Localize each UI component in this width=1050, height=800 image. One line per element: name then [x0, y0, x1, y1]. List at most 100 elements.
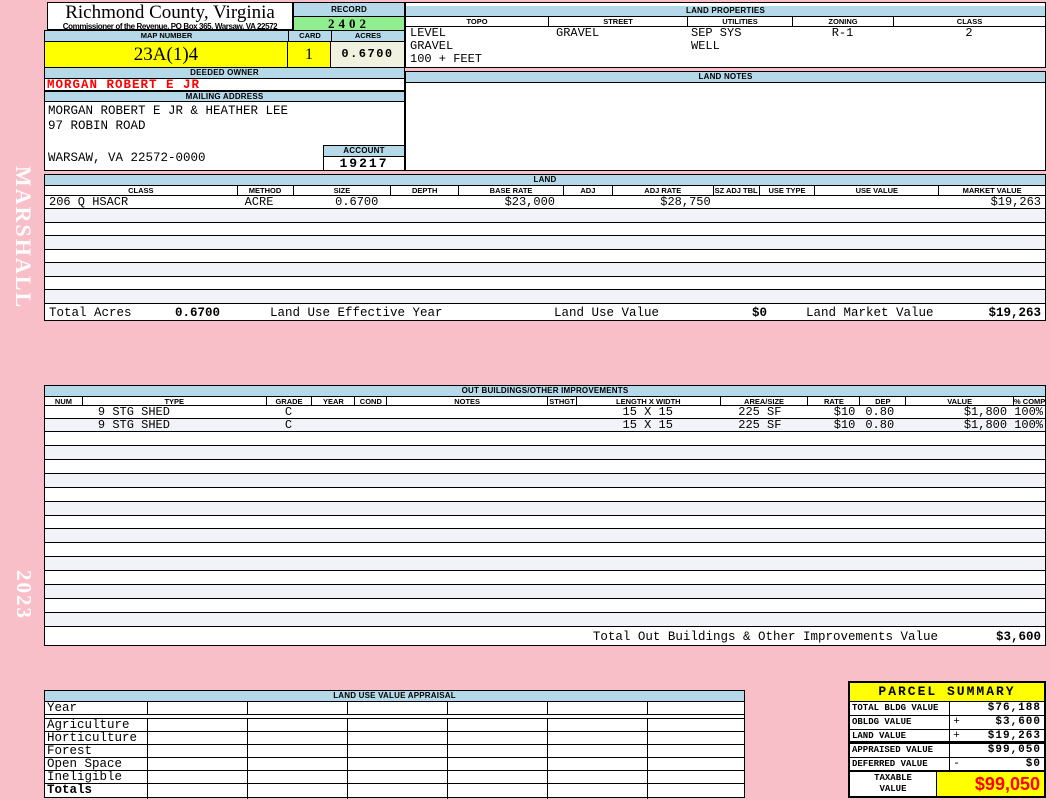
table-row: Horticulture [45, 732, 744, 745]
summary-operator: + [953, 716, 960, 728]
column-header: % COMP [1013, 397, 1045, 405]
column-header: LENGTH X WIDTH [575, 397, 720, 405]
out-buildings-headers: NUM TYPE GRADE YEAR COND NOTES STHGT LEN… [45, 397, 1045, 406]
record-label: RECORD [294, 3, 404, 17]
land-properties-values: LEVEL GRAVEL SEP SYS R-1 2 GRAVEL WELL 1… [406, 27, 1045, 66]
record-box: RECORD 2402 [293, 2, 405, 30]
table-row: Totals [45, 784, 744, 799]
out-buildings-total-label: Total Out Buildings & Other Improvements… [592, 630, 938, 644]
land-use-appraisal-table: LAND USE VALUE APPRAISAL Year Agricultur… [44, 690, 745, 799]
taxable-value-label: TAXABLE VALUE [850, 772, 937, 796]
summary-label: LAND VALUE [850, 730, 950, 741]
table-row [45, 473, 1045, 488]
land-table-headers: CLASS METHOD SIZE DEPTH BASE RATE ADJ AD… [45, 186, 1045, 196]
county-subtitle: Commissioner of the Revenue, PO Box 365,… [62, 22, 278, 31]
land-use-value: $0 [751, 306, 767, 320]
summary-operator: - [953, 758, 960, 770]
address-line: WARSAW, VA 22572-0000 [48, 151, 206, 165]
spacer-row [45, 715, 744, 719]
column-header: USE VALUE [814, 186, 938, 195]
land-notes-section: LAND NOTES [405, 71, 1046, 171]
summary-value: $0 [1025, 758, 1041, 770]
summary-value: $3,600 [995, 716, 1041, 728]
address-line: MORGAN ROBERT E JR & HEATHER LEE [48, 104, 289, 118]
table-row [45, 571, 1045, 586]
summary-label: OBLDG VALUE [850, 716, 950, 729]
vendor-watermark: MARSHALL [11, 166, 36, 310]
land-table-rows: 206 Q HSACR ACRE 0.6700 $23,000 $28,750 … [45, 196, 1045, 305]
column-header: SIZE [292, 186, 391, 195]
table-row [45, 599, 1045, 613]
column-header: YEAR [311, 397, 354, 405]
summary-label: DEFERRED VALUE [850, 758, 950, 770]
summary-operator [950, 702, 963, 715]
land-notes-title: LAND NOTES [406, 72, 1045, 83]
parcel-summary: PARCEL SUMMARY TOTAL BLDG VALUE $76,188 … [848, 681, 1046, 798]
column-header: NUM [54, 397, 72, 405]
table-row: LEVEL GRAVEL SEP SYS R-1 2 [410, 27, 973, 40]
table-row [45, 236, 1045, 250]
out-buildings-title: OUT BUILDINGS/OTHER IMPROVEMENTS [45, 386, 1045, 397]
row-label: Ineligible [47, 770, 123, 784]
row-label: Year [47, 701, 78, 715]
out-buildings-total-value: $3,600 [995, 630, 1041, 644]
table-row: 206 Q HSACR ACRE 0.6700 $23,000 $28,750 … [45, 196, 1045, 209]
column-header: ADJ [562, 186, 612, 195]
column-header: DEP [859, 397, 905, 405]
land-totals-row: Total Acres 0.6700 Land Use Effective Ye… [45, 304, 1045, 322]
summary-value: $19,263 [987, 730, 1041, 742]
out-buildings-table: OUT BUILDINGS/OTHER IMPROVEMENTS NUM TYP… [44, 385, 1046, 646]
table-row [45, 488, 1045, 502]
table-row [45, 277, 1045, 291]
column-header: STHGT [546, 397, 576, 405]
column-header: ADJ RATE [611, 186, 713, 195]
column-header: AREA/SIZE [719, 397, 808, 405]
out-buildings-totals-row: Total Out Buildings & Other Improvements… [45, 627, 1045, 647]
column-header: SZ ADJ TBL [712, 186, 758, 195]
year-watermark: 2023 [12, 570, 36, 620]
taxable-value: $99,050 [974, 774, 1040, 794]
table-row [45, 250, 1045, 264]
land-properties-title: LAND PROPERTIES [406, 6, 1045, 17]
land-properties-section: LAND PROPERTIES TOPO STREET UTILITIES ZO… [405, 2, 1046, 68]
summary-row: DEFERRED VALUE - $0 [850, 758, 1044, 772]
land-table-title: LAND [45, 175, 1045, 186]
table-row [45, 263, 1045, 277]
column-header: UTILITIES [687, 17, 792, 26]
summary-value: $99,050 [987, 744, 1041, 756]
acres-value: 0.6700 [331, 42, 404, 67]
effective-year-label: Land Use Effective Year [270, 306, 443, 320]
mailing-address-section: MAILING ADDRESS MORGAN ROBERT E JR & HEA… [44, 91, 405, 171]
column-header: RATE [807, 397, 859, 405]
land-use-value-label: Land Use Value [554, 306, 660, 320]
map-number-section: MAP NUMBER CARD ACRES 23A(1)4 1 0.6700 [44, 30, 405, 67]
row-label: Forest [47, 744, 93, 758]
mailing-address-body: MORGAN ROBERT E JR & HEATHER LEE 97 ROBI… [45, 102, 404, 171]
table-row: Year [45, 702, 744, 715]
address-line: 97 ROBIN ROAD [48, 119, 146, 133]
summary-label: APPRAISED VALUE [850, 744, 950, 757]
summary-operator [950, 744, 963, 757]
total-acres-value: 0.6700 [175, 306, 221, 320]
table-row: GRAVEL WELL [410, 40, 720, 53]
column-header: TYPE [81, 397, 266, 405]
table-row [45, 501, 1045, 516]
table-row [45, 585, 1045, 600]
table-row [45, 432, 1045, 446]
table-row: Forest [45, 745, 744, 758]
mailing-address-label: MAILING ADDRESS [45, 92, 404, 102]
land-use-appraisal-title: LAND USE VALUE APPRAISAL [45, 691, 744, 702]
map-number-value: 23A(1)4 [45, 42, 288, 67]
table-row: Agriculture [45, 719, 744, 732]
column-header: CLASS [893, 17, 1045, 26]
column-header: GRADE [265, 397, 312, 405]
table-row [45, 290, 1045, 305]
table-row [45, 209, 1045, 223]
parcel-summary-title: PARCEL SUMMARY [850, 683, 1044, 702]
county-header: Richmond County, Virginia Commissioner o… [47, 2, 293, 31]
acres-label: ACRES [331, 31, 404, 41]
column-header: MARKET VALUE [938, 186, 1045, 195]
account-value: 19217 [339, 156, 389, 171]
table-row [45, 460, 1045, 474]
